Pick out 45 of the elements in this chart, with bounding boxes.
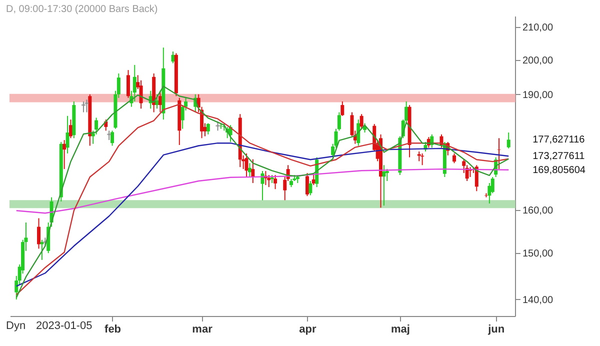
text: Dyn [6, 320, 26, 332]
candlestick [68, 119, 72, 139]
candlestick [337, 112, 341, 132]
line-series [16, 168, 510, 214]
candlestick [206, 122, 210, 135]
candlestick [274, 174, 278, 190]
candlestick [216, 120, 220, 132]
x-tick-label: jun [487, 324, 505, 336]
candlestick [340, 100, 344, 116]
y-tick-label: 150,00 [522, 248, 554, 260]
candlestick [484, 192, 488, 198]
y-tick-label: 140,00 [522, 294, 554, 306]
y-tick-label: 200,00 [522, 55, 554, 66]
candlestick [452, 152, 456, 164]
x-tick-label: maj [390, 324, 410, 336]
candlestick [37, 218, 41, 250]
x-tick-label: apr [299, 324, 318, 336]
candlestick [94, 117, 98, 135]
candlestick [66, 115, 70, 154]
candlestick [382, 164, 386, 206]
chart-title: D, 09:00-17:30 (20000 Bars Back) [6, 4, 158, 15]
candlestick [251, 158, 255, 184]
x-tick-label: mar [192, 324, 214, 336]
candlestick [305, 172, 309, 197]
y-tick-label: 190,00 [522, 90, 554, 101]
candlestick [82, 100, 86, 113]
x-tick-label: feb [104, 324, 122, 336]
candlestick [506, 132, 510, 149]
candlestick [84, 99, 89, 113]
annotation: 177,627116 [532, 134, 586, 146]
text: 2023-01-05 [36, 320, 92, 332]
candlestick [360, 114, 364, 130]
candlestick [107, 130, 112, 141]
candlestick [244, 152, 248, 178]
candlestick [110, 130, 114, 146]
candlestick [356, 119, 360, 146]
annotation: 173,277611 [532, 151, 586, 162]
candlestick [126, 70, 130, 98]
y-tick-label: 210,00 [522, 22, 554, 34]
annotation: 169,805604 [532, 164, 586, 176]
candlestick [308, 180, 312, 196]
y-tick-label: 160,00 [522, 205, 554, 216]
candlestick [62, 140, 66, 170]
candlestick [497, 138, 501, 170]
candlestick [417, 151, 421, 162]
